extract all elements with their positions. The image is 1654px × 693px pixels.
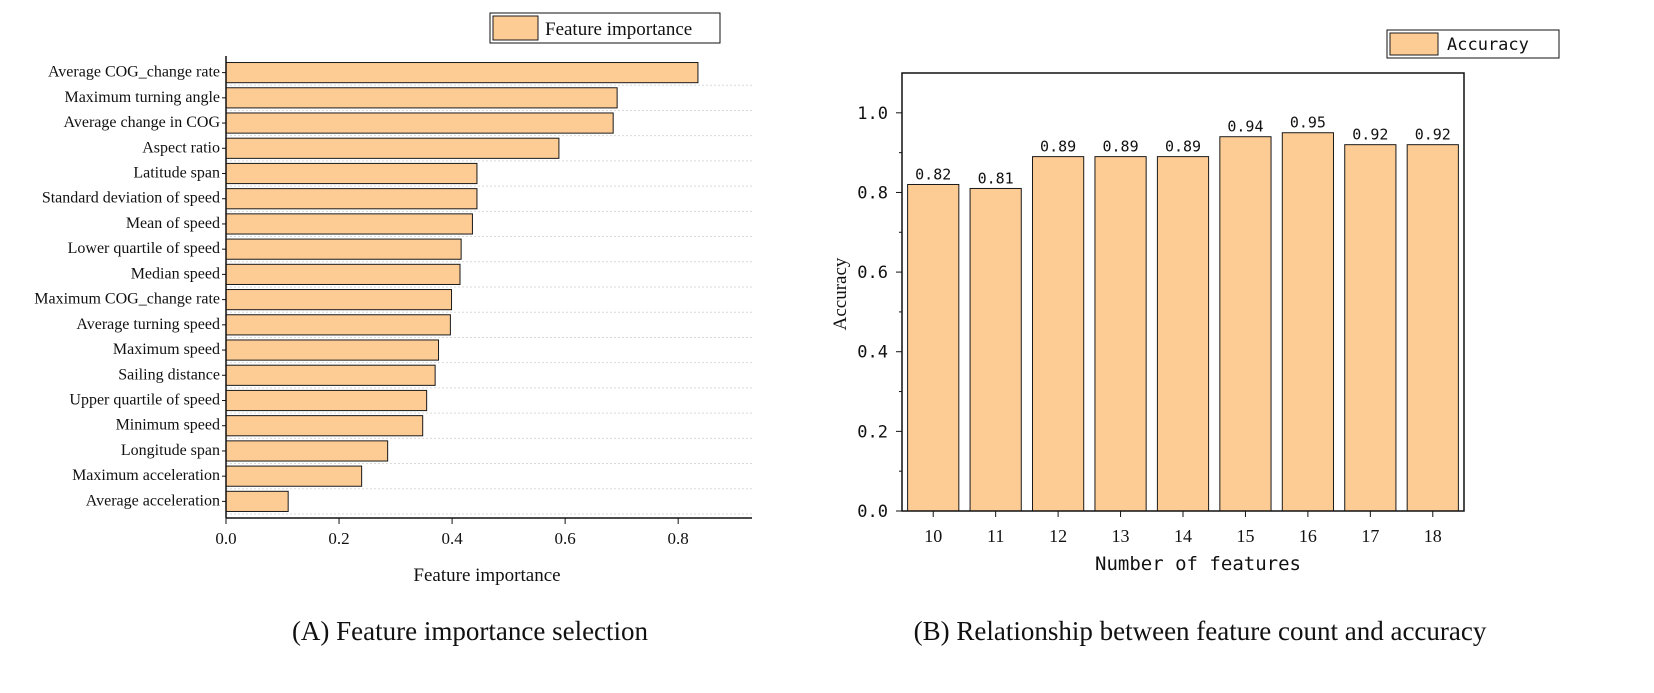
data-label: 0.89 bbox=[1165, 138, 1201, 156]
category-label: Average COG_change rate bbox=[48, 64, 220, 81]
x-tick-label: 0.4 bbox=[441, 529, 463, 548]
category-label: Average turning speed bbox=[76, 316, 220, 333]
x-tick-label: 0.6 bbox=[555, 529, 576, 548]
x-tick-label: 18 bbox=[1424, 526, 1442, 546]
y-tick-label: 0.0 bbox=[857, 502, 888, 522]
x-tick-label: 12 bbox=[1049, 526, 1067, 546]
y-tick-label: 0.8 bbox=[857, 183, 888, 203]
category-label: Longitude span bbox=[121, 442, 220, 459]
bars bbox=[907, 132, 1459, 512]
bar bbox=[225, 440, 389, 462]
category-label: Aspect ratio bbox=[142, 139, 220, 156]
data-label: 0.81 bbox=[978, 169, 1014, 187]
data-label: 0.82 bbox=[915, 165, 951, 183]
category-label: Maximum speed bbox=[113, 341, 220, 358]
bar bbox=[969, 187, 1022, 512]
category-label: Average acceleration bbox=[86, 492, 220, 509]
bar bbox=[225, 339, 440, 361]
legend-swatch bbox=[492, 15, 539, 41]
bar bbox=[907, 183, 960, 512]
bar bbox=[1281, 132, 1334, 512]
x-tick-label: 17 bbox=[1361, 526, 1379, 546]
y-tick-labels: 0.0 0.2 0.4 0.6 0.8 1.0 bbox=[857, 104, 902, 522]
chart-caption: (A) Feature importance selection bbox=[292, 616, 649, 646]
category-labels: Average COG_change rate Maximum turning a… bbox=[34, 64, 226, 509]
bar bbox=[225, 415, 424, 437]
category-label: Standard deviation of speed bbox=[42, 190, 220, 207]
bar bbox=[1344, 144, 1397, 512]
x-tick-label: 14 bbox=[1174, 526, 1192, 546]
y-tick-label: 0.6 bbox=[857, 263, 888, 283]
bar bbox=[225, 389, 428, 412]
data-label: 0.94 bbox=[1227, 118, 1263, 136]
bar bbox=[225, 289, 453, 311]
bar bbox=[225, 238, 462, 260]
data-label: 0.92 bbox=[1415, 126, 1451, 144]
x-tick-label: 0.8 bbox=[668, 529, 689, 548]
x-tick-label: 16 bbox=[1299, 526, 1317, 546]
bar bbox=[225, 213, 473, 235]
bar bbox=[225, 162, 478, 185]
bar bbox=[225, 465, 363, 487]
bar bbox=[1094, 156, 1147, 512]
data-label: 0.92 bbox=[1352, 126, 1388, 144]
legend-label: Feature importance bbox=[545, 19, 692, 40]
legend: Accuracy bbox=[1386, 29, 1560, 59]
x-tick-label: 10 bbox=[924, 526, 942, 546]
category-label: Sailing distance bbox=[118, 366, 220, 383]
bar bbox=[225, 490, 289, 512]
data-label: 0.89 bbox=[1040, 138, 1076, 156]
y-tick-label: 1.0 bbox=[857, 104, 888, 124]
category-label: Median speed bbox=[131, 265, 220, 282]
x-tick-labels: 10 11 12 13 14 15 16 17 18 bbox=[924, 511, 1442, 546]
bar bbox=[225, 188, 478, 210]
x-tick-label: 0.2 bbox=[328, 529, 349, 548]
y-axis-label: Accuracy bbox=[830, 257, 851, 330]
category-label: Maximum acceleration bbox=[72, 467, 220, 484]
x-tick-label: 0.0 bbox=[215, 529, 236, 548]
category-label: Average change in COG bbox=[63, 114, 220, 131]
y-tick-label: 0.4 bbox=[857, 343, 888, 363]
accuracy-chart: 0.82 0.81 0.89 0.89 0.89 0.94 0.95 0.92 0.92 0.0… bbox=[830, 29, 1560, 646]
category-label: Minimum speed bbox=[116, 417, 220, 434]
bar bbox=[225, 137, 560, 159]
category-label: Mean of speed bbox=[126, 215, 220, 232]
bar bbox=[1219, 136, 1272, 512]
x-tick-label: 13 bbox=[1112, 526, 1130, 546]
bar bbox=[1156, 156, 1210, 512]
y-tick-label: 0.2 bbox=[857, 422, 888, 442]
x-axis-label: Number of features bbox=[1095, 553, 1301, 575]
legend-swatch bbox=[1389, 32, 1439, 56]
data-label: 0.89 bbox=[1102, 138, 1138, 156]
x-tick-labels: 0.0 0.2 0.4 0.6 0.8 bbox=[215, 518, 689, 548]
legend-label: Accuracy bbox=[1447, 35, 1529, 55]
bar bbox=[225, 112, 614, 134]
bar bbox=[1032, 156, 1085, 512]
data-labels: 0.82 0.81 0.89 0.89 0.89 0.94 0.95 0.92 0.92 bbox=[915, 114, 1451, 188]
x-tick-label: 11 bbox=[987, 526, 1004, 546]
bar bbox=[225, 87, 618, 109]
bar bbox=[225, 314, 451, 336]
x-tick-label: 15 bbox=[1236, 526, 1254, 546]
data-label: 0.95 bbox=[1290, 114, 1326, 132]
bar bbox=[225, 62, 699, 84]
category-label: Maximum turning angle bbox=[64, 89, 220, 106]
bar bbox=[225, 364, 436, 386]
bar bbox=[1406, 144, 1459, 512]
category-label: Lower quartile of speed bbox=[68, 240, 220, 257]
x-axis-label: Feature importance bbox=[413, 565, 560, 586]
legend: Feature importance bbox=[489, 12, 721, 44]
feature-importance-chart: Average COG_change rate Maximum turning a… bbox=[34, 12, 752, 646]
chart-caption: (B) Relationship between feature count a… bbox=[914, 616, 1487, 646]
category-label: Upper quartile of speed bbox=[69, 392, 220, 409]
category-label: Maximum COG_change rate bbox=[34, 291, 220, 308]
category-label: Latitude span bbox=[133, 165, 220, 182]
bar bbox=[225, 263, 461, 285]
